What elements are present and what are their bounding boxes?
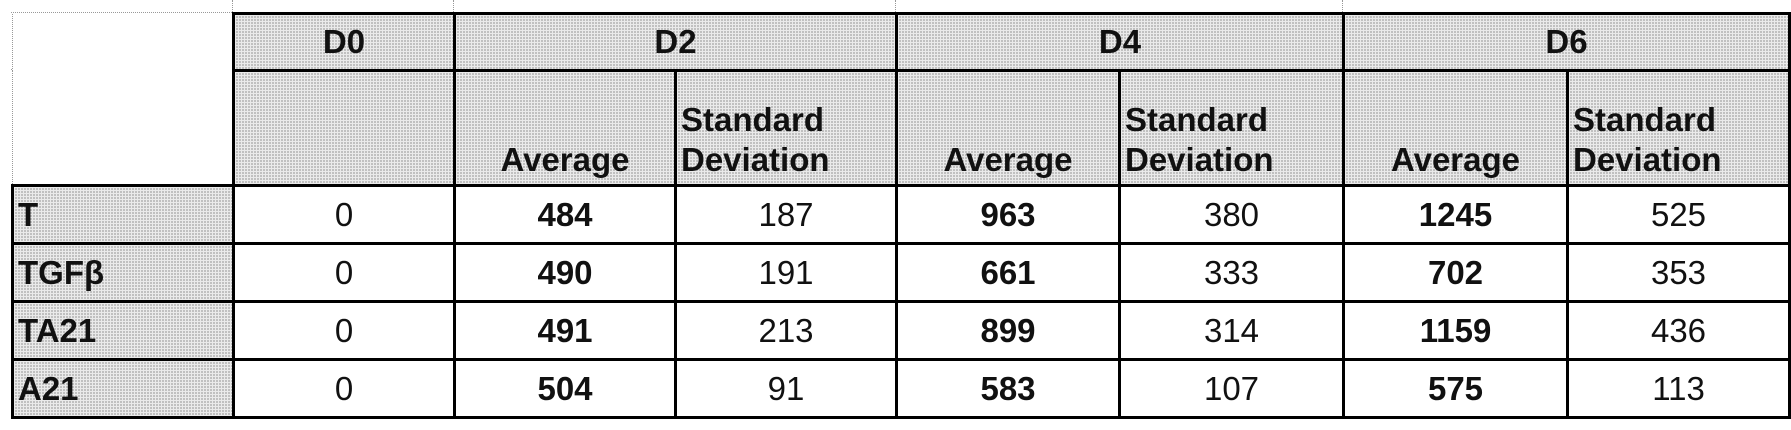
cell-d4-avg: 583 xyxy=(897,360,1120,418)
std-line1: Standard xyxy=(681,101,824,138)
std-line1: Standard xyxy=(1573,101,1716,138)
cell-d6-avg: 575 xyxy=(1344,360,1568,418)
header-std-dev: StandardDeviation xyxy=(1120,71,1344,186)
cell-d6-sd: 436 xyxy=(1568,302,1790,360)
sheet-gridline xyxy=(1342,0,1343,12)
row-label: TGFβ xyxy=(13,244,234,302)
header-std-dev: StandardDeviation xyxy=(1568,71,1790,186)
row-label: T xyxy=(13,186,234,244)
header-std-dev: StandardDeviation xyxy=(676,71,897,186)
sheet-gridline xyxy=(232,0,233,12)
header-average: Average xyxy=(1344,71,1568,186)
cell-d4-sd: 314 xyxy=(1120,302,1344,360)
sub-header-row: Average StandardDeviation Average Standa… xyxy=(13,71,1790,186)
cell-d2-sd: 213 xyxy=(676,302,897,360)
cell-d2-avg: 490 xyxy=(455,244,676,302)
header-d0-empty xyxy=(234,71,455,186)
cell-d2-sd: 91 xyxy=(676,360,897,418)
cell-d0: 0 xyxy=(234,186,455,244)
cell-d6-avg: 1159 xyxy=(1344,302,1568,360)
cell-d4-sd: 333 xyxy=(1120,244,1344,302)
cell-d2-sd: 187 xyxy=(676,186,897,244)
cell-d6-sd: 113 xyxy=(1568,360,1790,418)
corner-cell xyxy=(13,71,234,186)
data-table: D0 D2 D4 D6 Average StandardDeviation Av… xyxy=(11,12,1791,419)
std-line2: Deviation xyxy=(1125,141,1274,178)
cell-d6-avg: 702 xyxy=(1344,244,1568,302)
std-line2: Deviation xyxy=(1573,141,1722,178)
header-average: Average xyxy=(455,71,676,186)
cell-d2-avg: 484 xyxy=(455,186,676,244)
table-row: TA2104912138993141159436 xyxy=(13,302,1790,360)
cell-d4-avg: 899 xyxy=(897,302,1120,360)
cell-d4-sd: 107 xyxy=(1120,360,1344,418)
header-average: Average xyxy=(897,71,1120,186)
header-d0: D0 xyxy=(234,14,455,71)
table-row: T04841879633801245525 xyxy=(13,186,1790,244)
std-line1: Standard xyxy=(1125,101,1268,138)
cell-d2-sd: 191 xyxy=(676,244,897,302)
row-label: A21 xyxy=(13,360,234,418)
row-label: TA21 xyxy=(13,302,234,360)
cell-d0: 0 xyxy=(234,360,455,418)
cell-d2-avg: 491 xyxy=(455,302,676,360)
day-header-row: D0 D2 D4 D6 xyxy=(13,14,1790,71)
cell-d6-avg: 1245 xyxy=(1344,186,1568,244)
cell-d4-avg: 963 xyxy=(897,186,1120,244)
header-d4: D4 xyxy=(897,14,1344,71)
cell-d0: 0 xyxy=(234,244,455,302)
cell-d0: 0 xyxy=(234,302,455,360)
sheet-gridline xyxy=(895,0,896,12)
cell-d6-sd: 525 xyxy=(1568,186,1790,244)
std-line2: Deviation xyxy=(681,141,830,178)
header-d2: D2 xyxy=(455,14,897,71)
cell-d6-sd: 353 xyxy=(1568,244,1790,302)
header-d6: D6 xyxy=(1344,14,1790,71)
cell-d4-avg: 661 xyxy=(897,244,1120,302)
cell-d4-sd: 380 xyxy=(1120,186,1344,244)
sheet-gridline xyxy=(453,0,454,12)
cell-d2-avg: 504 xyxy=(455,360,676,418)
table-row: TGFβ0490191661333702353 xyxy=(13,244,1790,302)
table-row: A21050491583107575113 xyxy=(13,360,1790,418)
corner-cell xyxy=(13,14,234,71)
